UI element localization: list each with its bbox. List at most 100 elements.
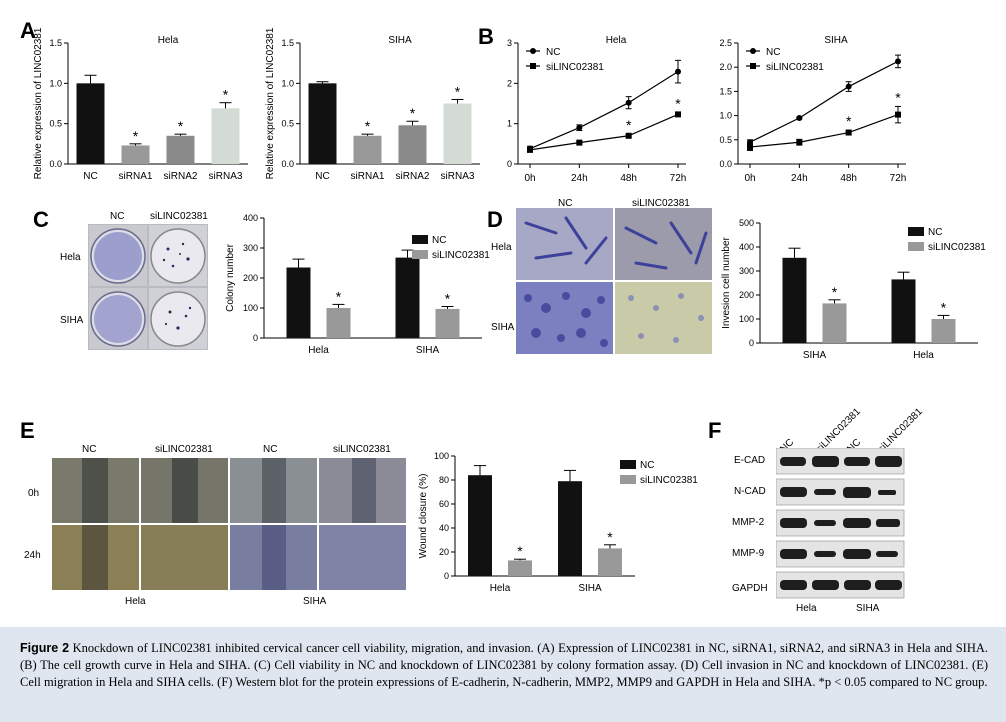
significance-star: *: [455, 83, 461, 99]
legend-swatch: [412, 235, 428, 244]
y-tick-label: 1: [507, 119, 512, 129]
chart-title: SIHA: [824, 35, 848, 46]
y-tick-label: 0: [749, 338, 754, 348]
bar: [353, 135, 382, 164]
significance-star: *: [365, 118, 371, 134]
y-tick-label: 0.5: [719, 135, 732, 145]
e-col-label-2: siLINC02381: [155, 444, 213, 455]
data-point: [796, 115, 803, 122]
y-tick-label: 500: [739, 218, 754, 228]
y-tick-label: 20: [439, 547, 449, 557]
y-tick-label: 2.0: [719, 62, 732, 72]
e-group-label-hela: Hela: [125, 596, 146, 607]
y-tick-label: 1.5: [281, 38, 294, 48]
significance-star: *: [846, 113, 852, 129]
d-row-label-siha: SIHA: [491, 322, 515, 333]
y-tick-label: 3: [507, 38, 512, 48]
chart-a-hela: 0.0 0.5 1.0 1.5 Relative expression of LINC0…: [33, 28, 248, 182]
significance-star: *: [607, 529, 613, 545]
c-row-label-hela: Hela: [60, 252, 81, 263]
y-axis-label: Wound closure (%): [418, 474, 429, 559]
significance-star: *: [410, 105, 416, 121]
bar: [395, 257, 420, 338]
y-tick-label: 400: [243, 213, 258, 223]
y-tick-label: 1.0: [719, 111, 732, 121]
legend-swatch: [908, 242, 924, 251]
data-point: [845, 83, 852, 90]
e-col-label-4: siLINC02381: [333, 444, 391, 455]
d-row-label-hela: Hela: [491, 242, 512, 253]
significance-star: *: [445, 291, 451, 307]
legend-marker: [530, 48, 536, 54]
caption-background: [0, 627, 1006, 722]
bar: [211, 108, 240, 164]
panel-label-c: C: [33, 207, 49, 232]
panel-label-a: A: [20, 18, 36, 43]
chart-e-wound: 0 20 40 60 80 100 Wound closure (%) Hela * SIHA * N…: [418, 451, 698, 594]
chart-title: Hela: [606, 35, 627, 46]
e-col-label-3: NC: [263, 444, 278, 455]
significance-star: *: [517, 543, 523, 559]
figure-caption: Figure 2 Knockdown of LINC02381 inhibite…: [20, 640, 988, 691]
chart-d-invasion: 0 100 200 300 400 500 Invesion cell number SIHA…: [721, 218, 986, 361]
x-tick-label: Hela: [308, 345, 329, 356]
y-tick-label: 100: [434, 451, 449, 461]
e-row-label-24h: 24h: [24, 550, 41, 561]
x-tick-label: siRNA1: [351, 171, 385, 182]
legend-swatch: [620, 460, 636, 469]
bar: [398, 125, 427, 164]
y-axis-label: Relative expression of LINC02381: [33, 28, 44, 179]
legend-label: siLINC02381: [546, 62, 604, 73]
y-tick-label: 0: [507, 159, 512, 169]
x-tick-label: NC: [315, 171, 329, 182]
legend-label: siLINC02381: [928, 242, 986, 253]
chart-b-hela: 0 1 2 3 Hela 0h 24h 48h 72h * * NC siLINC02381: [507, 35, 686, 184]
legend-label: siLINC02381: [432, 250, 490, 261]
chart-title: SIHA: [388, 35, 412, 46]
y-tick-label: 0: [253, 333, 258, 343]
y-tick-label: 0.0: [49, 159, 62, 169]
y-tick-label: 0.5: [49, 119, 62, 129]
y-tick-label: 60: [439, 499, 449, 509]
legend-marker: [530, 63, 536, 69]
legend-label: NC: [928, 227, 942, 238]
bar: [443, 103, 472, 164]
wb-group-hela: Hela: [796, 603, 817, 614]
chart-c-colony: 0 100 200 300 400 Colony number Hela * SIHA * NC si…: [225, 213, 490, 356]
e-group-label-siha: SIHA: [303, 596, 327, 607]
x-tick-label: 0h: [744, 173, 755, 184]
y-tick-label: 80: [439, 475, 449, 485]
bar: [435, 308, 460, 338]
panel-label-d: D: [487, 207, 503, 232]
data-point: [675, 111, 681, 118]
y-tick-label: 0.5: [281, 119, 294, 129]
legend-marker: [750, 63, 756, 69]
significance-star: *: [133, 128, 139, 144]
y-tick-label: 400: [739, 242, 754, 252]
series-line: [749, 60, 899, 143]
wb-label-ecad: E-CAD: [734, 455, 766, 466]
y-tick-label: 1.5: [719, 86, 732, 96]
significance-star: *: [626, 117, 632, 133]
d-col-label-si: siLINC02381: [632, 198, 690, 209]
y-tick-label: 0: [444, 571, 449, 581]
data-point: [625, 99, 632, 106]
legend-swatch: [908, 227, 924, 236]
x-tick-label: SIHA: [578, 583, 602, 594]
x-tick-label: SIHA: [416, 345, 440, 356]
chart-b-siha: 0.0 0.5 1.0 1.5 2.0 2.5 SIHA 0h 24h 48h 72h * * NC siL…: [719, 35, 906, 184]
significance-star: *: [941, 299, 947, 315]
caption-text: Knockdown of LINC02381 inhibited cervica…: [20, 641, 989, 689]
bar: [782, 257, 807, 343]
bar: [166, 135, 195, 164]
data-point: [845, 129, 852, 136]
x-tick-label: 0h: [524, 173, 535, 184]
x-tick-label: NC: [83, 171, 97, 182]
panel-label-e: E: [20, 418, 35, 443]
y-tick-label: 2.5: [719, 38, 732, 48]
data-point: [527, 146, 533, 153]
data-point: [796, 139, 803, 146]
c-col-label-nc: NC: [110, 211, 125, 222]
significance-star: *: [223, 87, 229, 103]
bar: [822, 303, 847, 343]
